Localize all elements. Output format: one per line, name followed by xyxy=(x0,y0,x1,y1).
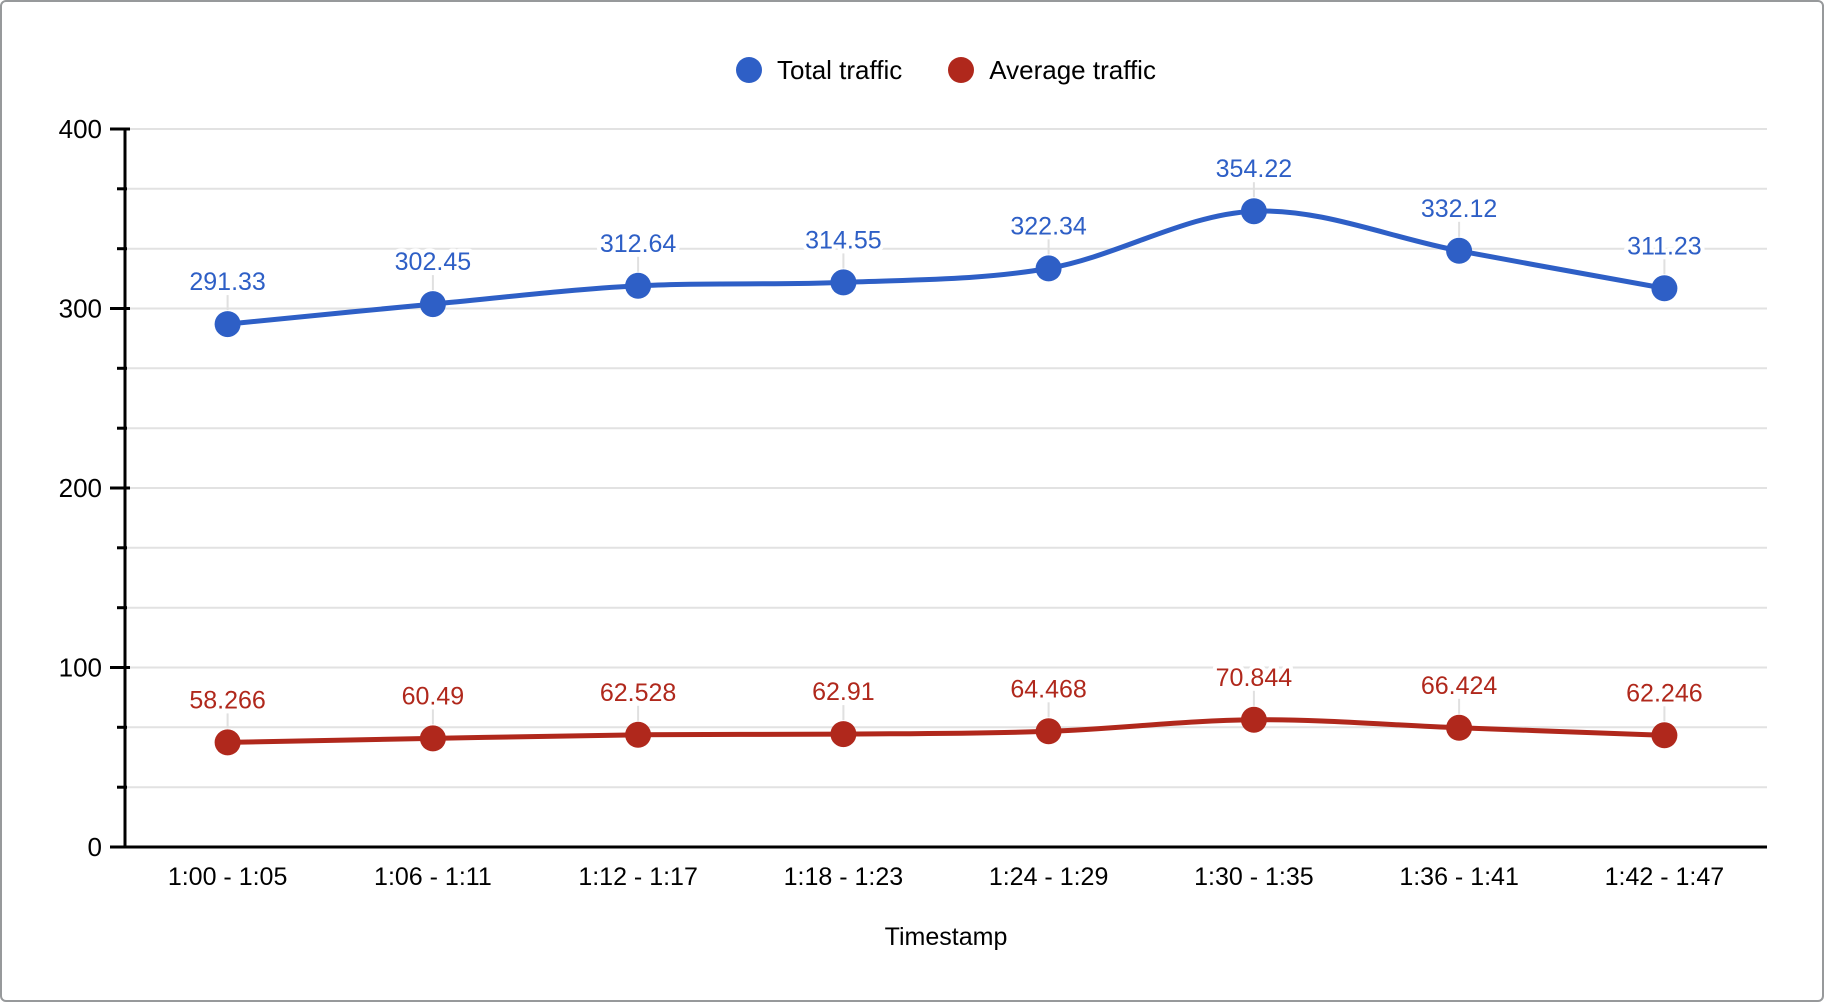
chart-legend: Total traffic Average traffic xyxy=(125,57,1767,83)
data-point-marker-total-traffic[interactable] xyxy=(419,291,446,318)
x-axis-tick-label: 1:30 - 1:35 xyxy=(1194,863,1314,891)
data-point-marker-average-traffic[interactable] xyxy=(1651,722,1678,749)
y-axis-tick-label: 400 xyxy=(59,114,102,144)
y-axis-tick-label: 0 xyxy=(88,832,102,862)
data-point-marker-total-traffic[interactable] xyxy=(1240,198,1267,225)
data-point-label-total-traffic: 291.33 xyxy=(189,268,265,296)
y-axis-tick-label: 100 xyxy=(59,653,102,683)
data-point-label-total-traffic: 312.64 xyxy=(600,230,677,258)
x-axis-tick-label: 1:42 - 1:47 xyxy=(1605,863,1725,891)
data-point-marker-average-traffic[interactable] xyxy=(1240,706,1267,733)
legend-label: Total traffic xyxy=(777,55,903,85)
data-point-label-total-traffic: 354.22 xyxy=(1216,155,1292,183)
data-point-label-total-traffic: 302.45 xyxy=(395,248,471,276)
series-total-traffic: 291.33 302.45 312.64 314.55 322.34 354.22 332.… xyxy=(185,151,1706,338)
data-point-label-average-traffic: 62.528 xyxy=(600,679,676,707)
data-point-label-average-traffic: 62.246 xyxy=(1626,679,1702,707)
axes xyxy=(110,127,1767,849)
data-point-label-average-traffic: 66.424 xyxy=(1421,672,1498,700)
data-point-marker-average-traffic[interactable] xyxy=(625,721,652,748)
data-point-label-total-traffic: 314.55 xyxy=(805,226,881,254)
data-point-label-average-traffic: 70.844 xyxy=(1216,664,1293,692)
data-point-marker-total-traffic[interactable] xyxy=(1035,255,1062,282)
legend-swatch-icon xyxy=(736,57,763,83)
x-axis-tick-label: 1:06 - 1:11 xyxy=(374,863,492,891)
data-point-marker-average-traffic[interactable] xyxy=(830,721,857,748)
legend-item-total-traffic[interactable]: Total traffic xyxy=(736,57,902,83)
data-point-label-average-traffic: 62.91 xyxy=(812,678,875,706)
legend-item-average-traffic[interactable]: Average traffic xyxy=(948,57,1156,83)
x-axis-tick-label: 1:24 - 1:29 xyxy=(989,863,1109,891)
x-axis-tick-label: 1:36 - 1:41 xyxy=(1399,863,1519,891)
data-point-marker-total-traffic[interactable] xyxy=(625,272,652,299)
x-axis-tick-label: 1:18 - 1:23 xyxy=(784,863,904,891)
data-point-label-total-traffic: 322.34 xyxy=(1010,212,1087,240)
x-axis-title: Timestamp xyxy=(884,923,1008,951)
y-axis-tick-label: 300 xyxy=(59,294,102,324)
series-line-total-traffic[interactable] xyxy=(225,208,1667,327)
data-point-marker-total-traffic[interactable] xyxy=(1651,275,1678,302)
y-axis-tick-label: 200 xyxy=(59,473,102,503)
series-average-traffic: 58.266 60.49 62.528 62.91 64.468 70.844 66.424… xyxy=(185,660,1707,756)
data-point-marker-total-traffic[interactable] xyxy=(830,269,857,296)
data-point-label-average-traffic: 58.266 xyxy=(189,686,265,714)
x-axis-tick-label: 1:00 - 1:05 xyxy=(168,863,288,891)
data-point-label-total-traffic: 311.23 xyxy=(1627,232,1702,260)
data-point-marker-average-traffic[interactable] xyxy=(1035,718,1062,745)
data-point-label-average-traffic: 60.49 xyxy=(402,682,465,710)
data-point-marker-average-traffic[interactable] xyxy=(419,725,446,752)
legend-label: Average traffic xyxy=(989,55,1156,85)
data-point-marker-total-traffic[interactable] xyxy=(1446,237,1473,264)
legend-swatch-icon xyxy=(948,57,975,83)
data-point-label-average-traffic: 64.468 xyxy=(1010,675,1086,703)
series-line-average-traffic[interactable] xyxy=(225,717,1667,745)
data-point-marker-total-traffic[interactable] xyxy=(214,311,241,338)
data-point-marker-average-traffic[interactable] xyxy=(1446,714,1473,741)
data-point-marker-average-traffic[interactable] xyxy=(214,729,241,756)
x-axis-tick-label: 1:12 - 1:17 xyxy=(578,863,698,891)
gridlines xyxy=(125,128,1767,789)
data-point-label-total-traffic: 332.12 xyxy=(1421,195,1497,223)
